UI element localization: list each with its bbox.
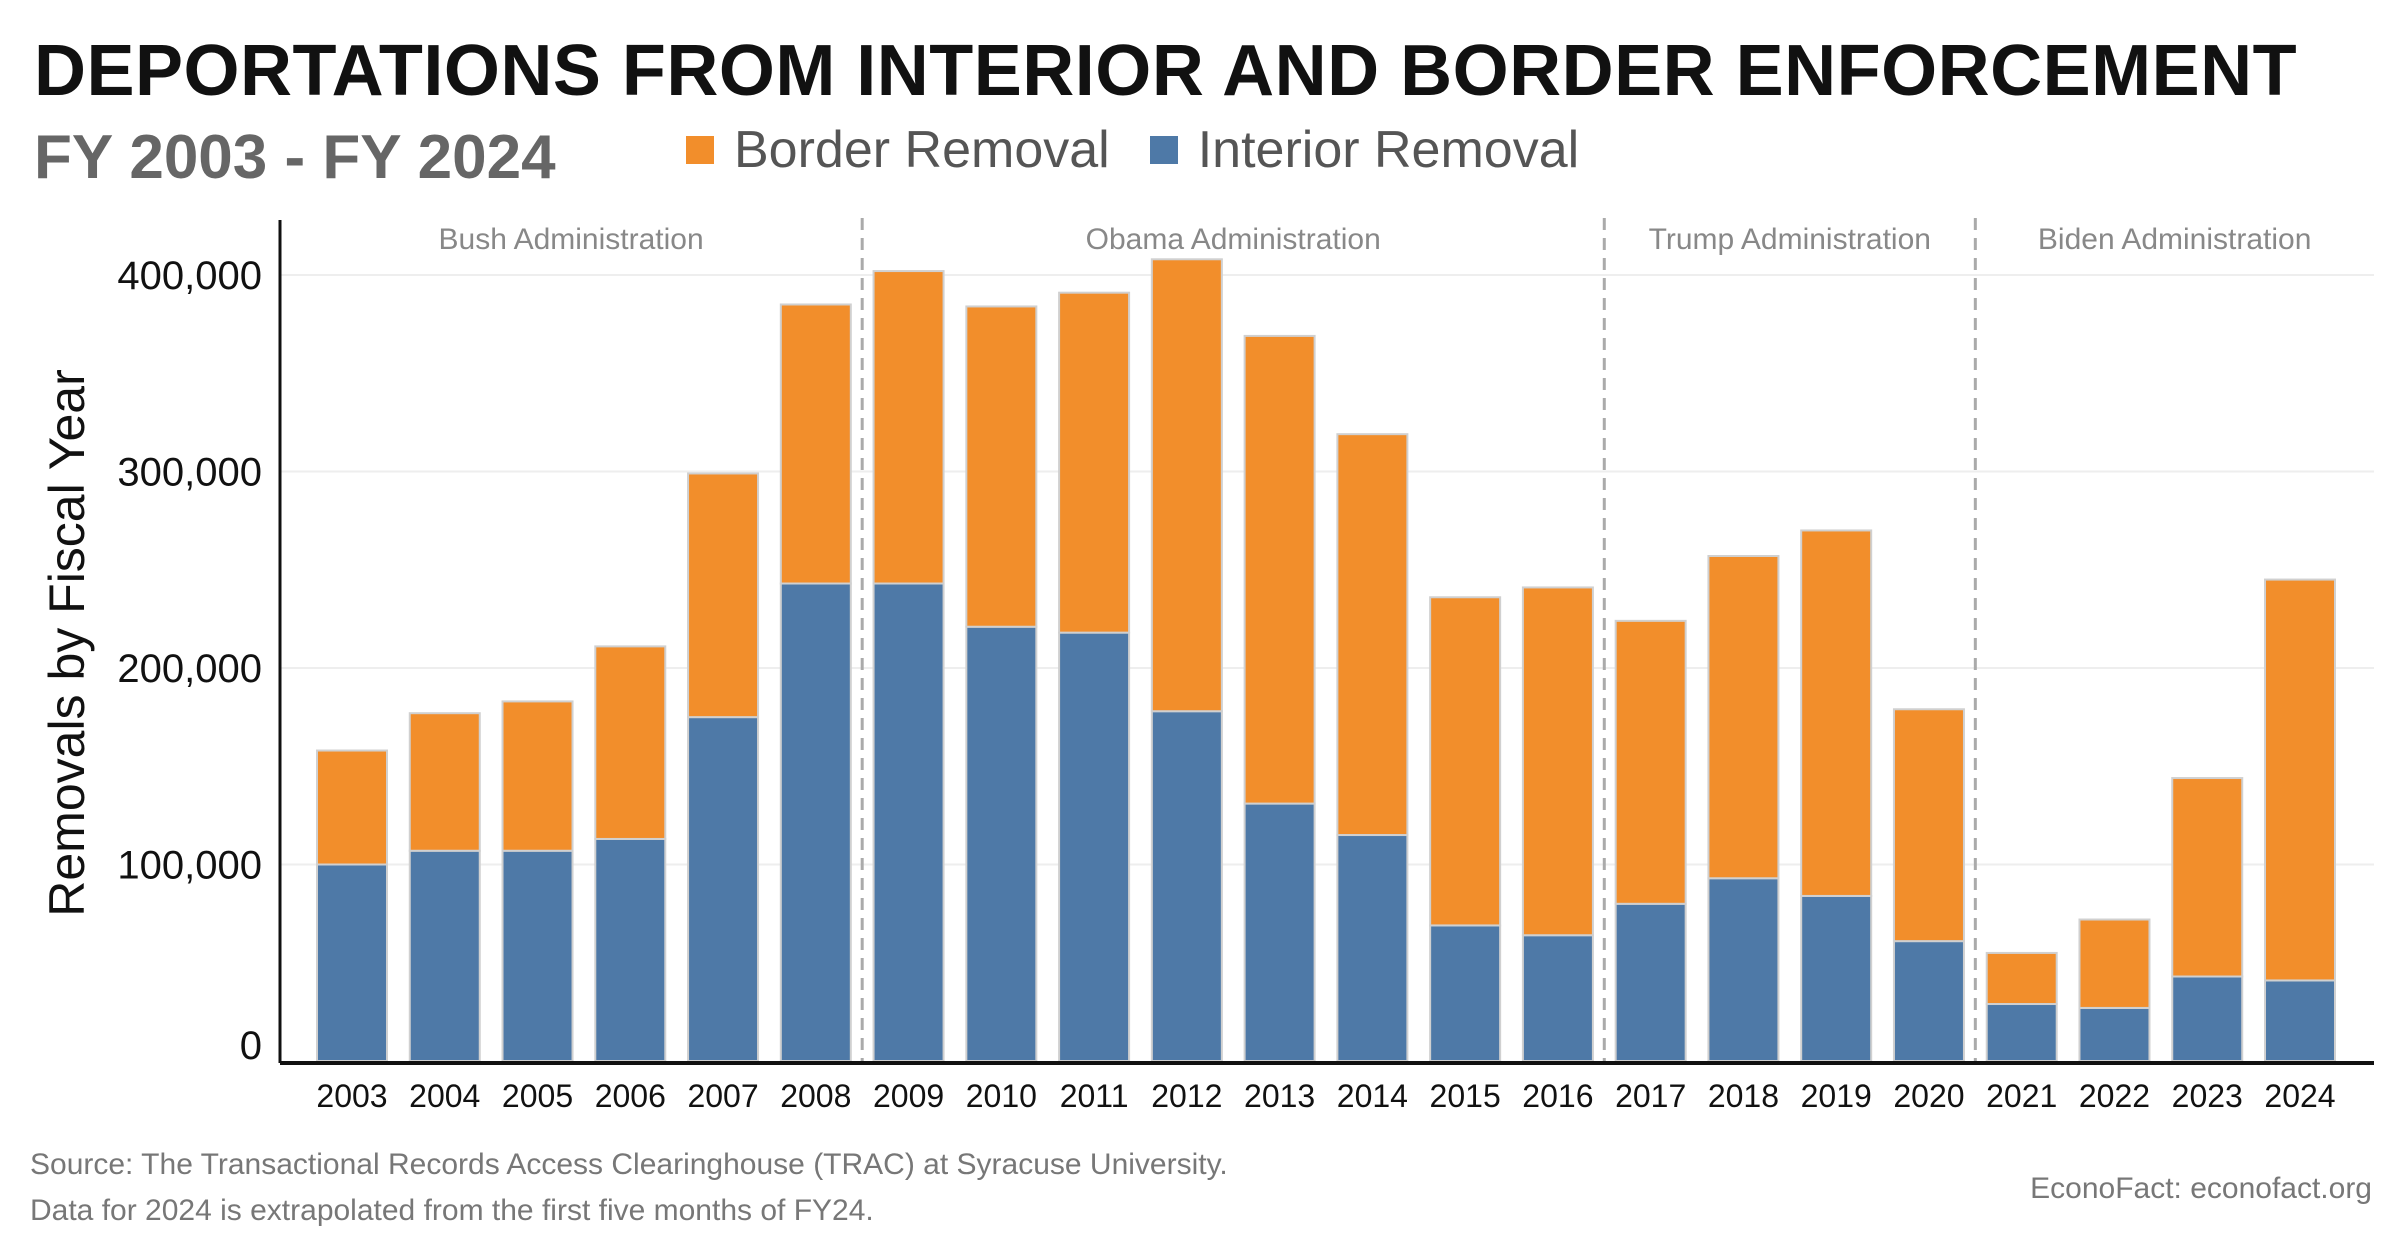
x-tick-label: 2022 <box>2079 1078 2150 1114</box>
bar-interior-2003 <box>316 863 388 1062</box>
bar-border-2005 <box>501 700 574 852</box>
x-tick-label: 2008 <box>780 1078 851 1114</box>
data-note: Data for 2024 is extrapolated from the f… <box>30 1194 874 1227</box>
bar-border-2021 <box>1985 951 2058 1006</box>
x-tick-label: 2023 <box>2172 1078 2243 1114</box>
x-tick-label: 2006 <box>595 1078 666 1114</box>
x-tick-label: 2015 <box>1430 1078 1501 1114</box>
chart-title: DEPORTATIONS FROM INTERIOR AND BORDER EN… <box>34 31 2298 111</box>
bar-interior-2022 <box>2078 1006 2151 1063</box>
bar-interior-2021 <box>1985 1003 2058 1063</box>
x-tick-label: 2005 <box>502 1078 573 1114</box>
x-tick-label: 2019 <box>1801 1078 1872 1114</box>
bar-interior-2008 <box>779 582 852 1062</box>
bar-border-2018 <box>1707 554 1780 880</box>
bar-interior-2004 <box>408 849 481 1062</box>
bar-border-2014 <box>1336 433 1409 837</box>
x-tick-label: 2007 <box>687 1078 758 1114</box>
x-tick-label: 2018 <box>1708 1078 1779 1114</box>
x-tick-label: 2020 <box>1893 1078 1964 1114</box>
bar-border-2003 <box>316 749 388 866</box>
bar-border-2012 <box>1150 258 1223 713</box>
x-tick-label: 2012 <box>1151 1078 1222 1114</box>
bar-border-2017 <box>1614 619 1687 905</box>
administration-label: Trump Administration <box>1649 223 1931 256</box>
bar-border-2020 <box>1892 708 1965 943</box>
x-tick-label: 2024 <box>2264 1078 2335 1114</box>
x-tick-label: 2021 <box>1986 1078 2057 1114</box>
x-tick-label: 2011 <box>1060 1078 1129 1114</box>
x-tick-label: 2014 <box>1337 1078 1408 1114</box>
legend: Border Removal Interior Removal <box>686 120 1619 180</box>
bar-interior-2007 <box>687 716 760 1062</box>
x-tick-label: 2009 <box>873 1078 944 1114</box>
administration-label: Bush Administration <box>439 223 704 256</box>
y-tick-label: 200,000 <box>117 647 262 691</box>
bar-interior-2020 <box>1892 940 1965 1063</box>
x-tick-label: 2017 <box>1615 1078 1686 1114</box>
x-tick-label: 2004 <box>409 1078 480 1114</box>
legend-swatch-border <box>686 136 714 164</box>
bar-border-2015 <box>1429 596 1502 927</box>
source-note: Source: The Transactional Records Access… <box>30 1148 1228 1181</box>
chart-subtitle: FY 2003 - FY 2024 <box>34 123 556 192</box>
bar-interior-2009 <box>872 582 945 1062</box>
bar-interior-2018 <box>1707 877 1780 1062</box>
x-tick-label: 2013 <box>1244 1078 1315 1114</box>
administration-label: Obama Administration <box>1086 223 1381 256</box>
bar-border-2009 <box>872 270 945 585</box>
bar-interior-2023 <box>2171 975 2244 1063</box>
x-tick-label: 2010 <box>966 1078 1037 1114</box>
bar-interior-2019 <box>1800 894 1873 1062</box>
x-tick-label: 2003 <box>316 1078 387 1114</box>
bar-border-2008 <box>779 303 852 585</box>
bar-border-2022 <box>2078 918 2151 1009</box>
y-tick-label: 400,000 <box>117 254 262 298</box>
credit: EconoFact: econofact.org <box>2030 1172 2372 1205</box>
legend-item-border: Border Removal <box>686 120 1110 180</box>
bar-border-2011 <box>1058 291 1131 634</box>
bar-border-2007 <box>687 472 760 719</box>
bar-border-2013 <box>1243 334 1316 805</box>
bar-border-2019 <box>1800 529 1873 897</box>
y-tick-label: 0 <box>240 1024 262 1068</box>
bar-interior-2015 <box>1429 924 1502 1062</box>
bar-border-2023 <box>2171 777 2244 978</box>
bar-border-2006 <box>594 645 667 840</box>
administration-label: Biden Administration <box>2038 223 2312 256</box>
bar-border-2016 <box>1521 586 1594 937</box>
legend-label-border: Border Removal <box>734 121 1110 179</box>
bar-interior-2006 <box>594 837 667 1063</box>
bar-interior-2005 <box>501 849 574 1062</box>
bar-interior-2012 <box>1150 710 1223 1062</box>
y-tick-label: 100,000 <box>117 844 262 888</box>
bar-border-2024 <box>2264 578 2336 982</box>
bar-interior-2017 <box>1614 902 1687 1062</box>
bar-interior-2011 <box>1058 631 1131 1062</box>
bar-interior-2010 <box>965 625 1038 1062</box>
y-axis-label: Removals by Fiscal Year <box>39 369 95 916</box>
legend-item-interior: Interior Removal <box>1149 120 1580 180</box>
legend-label-interior: Interior Removal <box>1197 121 1580 179</box>
bar-interior-2016 <box>1521 934 1594 1062</box>
bar-border-2004 <box>408 712 481 852</box>
x-tick-label: 2016 <box>1522 1078 1593 1114</box>
bar-border-2010 <box>965 305 1038 628</box>
y-tick-label: 300,000 <box>117 451 262 495</box>
bar-interior-2024 <box>2264 979 2336 1062</box>
bar-interior-2013 <box>1243 802 1316 1063</box>
bar-interior-2014 <box>1336 834 1409 1063</box>
legend-swatch-interior <box>1149 136 1178 164</box>
